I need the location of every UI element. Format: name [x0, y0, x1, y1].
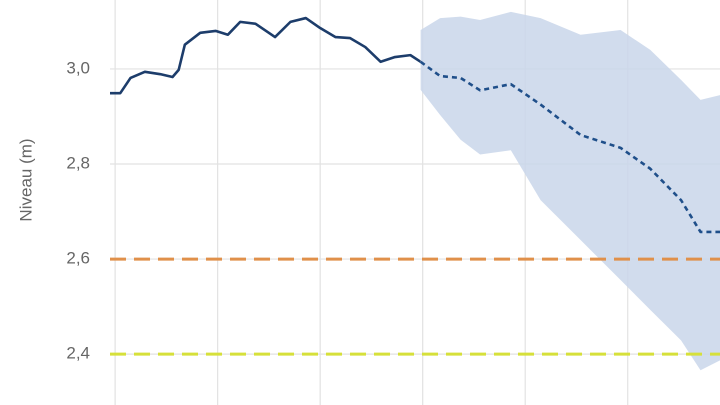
- series-line: [110, 16, 422, 95]
- y-tick-label: 2,6: [66, 249, 90, 268]
- y-tick-label: 3,0: [66, 58, 90, 77]
- forecast-band: [420, 11, 720, 371]
- y-tick-label: 2,4: [66, 344, 90, 363]
- y-axis-label: Niveau (m): [16, 138, 35, 221]
- y-tick-label: 2,8: [66, 153, 90, 172]
